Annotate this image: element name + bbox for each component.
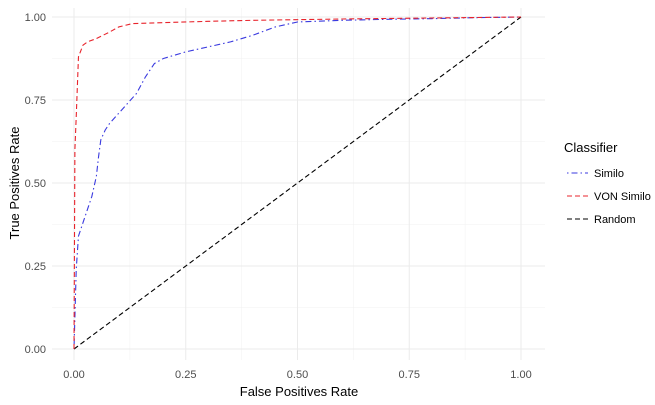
y-tick-label: 1.00 — [25, 12, 46, 24]
grid — [52, 8, 545, 360]
y-tick-label: 0.25 — [25, 261, 46, 273]
x-tick-label: 0.75 — [399, 369, 420, 381]
x-tick-label: 0.25 — [175, 369, 196, 381]
x-tick-label: 0.50 — [287, 369, 308, 381]
legend-label-similo: Similo — [594, 168, 624, 180]
x-tick-label: 0.00 — [63, 369, 84, 381]
series-line-random — [73, 16, 522, 350]
legend-label-von-similo: VON Similo — [594, 191, 651, 203]
series-line-von-similo — [73, 16, 522, 350]
x-axis-title: False Positives Rate — [240, 384, 359, 399]
legend-title: Classifier — [564, 140, 618, 155]
y-axis-title: True Positives Rate — [7, 127, 22, 240]
x-tick-label: 1.00 — [510, 369, 531, 381]
series-line-similo — [73, 16, 522, 350]
axis-ticks: 0.00 0.25 0.50 0.75 1.00 0.00 0.25 0.50 0.75 1.00 — [25, 12, 532, 381]
series-layer — [73, 16, 522, 350]
legend-label-random: Random — [594, 214, 636, 226]
y-tick-label: 0.75 — [25, 95, 46, 107]
legend: Classifier Similo VON Similo Random — [564, 140, 651, 226]
y-tick-label: 0.50 — [25, 178, 46, 190]
y-tick-label: 0.00 — [25, 344, 46, 356]
